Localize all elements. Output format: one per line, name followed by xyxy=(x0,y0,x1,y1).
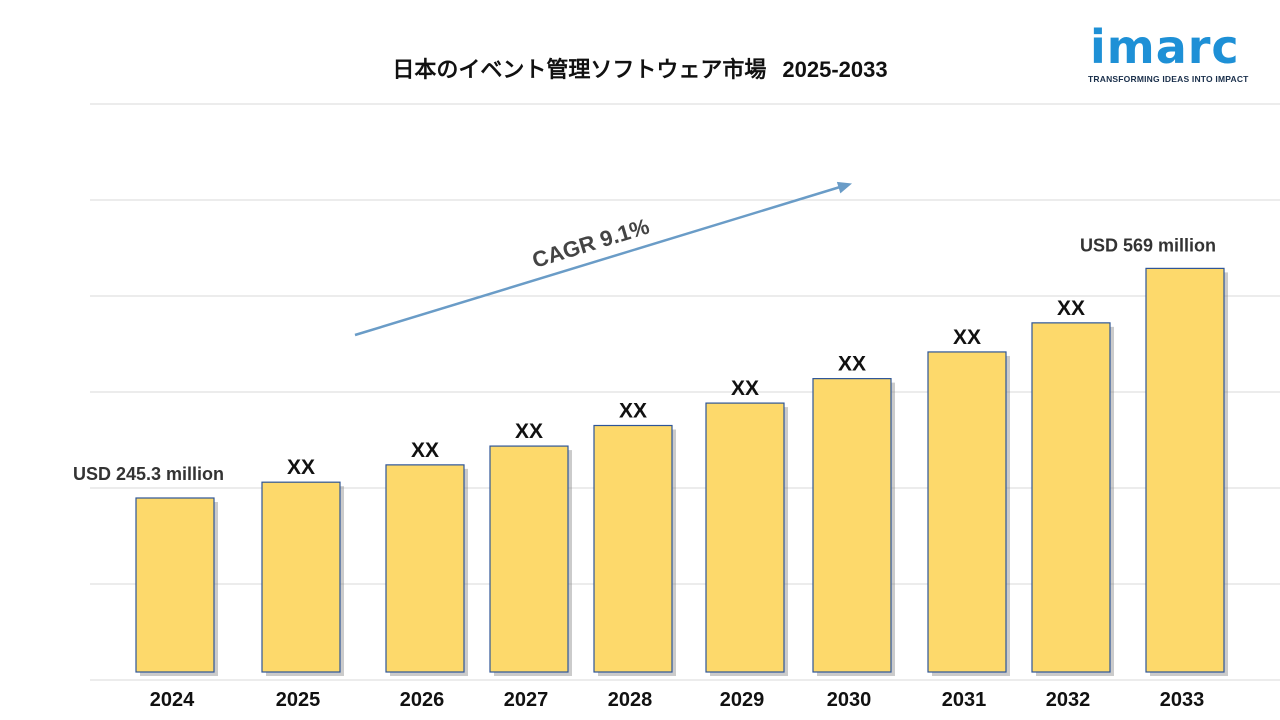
x-axis-ticks: 2024 2025 2026 2027 2028 2029 2030 2031 2032 2033 xyxy=(150,689,1205,711)
bar-2027 xyxy=(489,445,569,673)
bar-2026 xyxy=(385,464,465,673)
bar-2033 xyxy=(1145,267,1225,673)
cagr-annotation: CAGR 9.1% xyxy=(354,181,852,337)
tick-2032: 2032 xyxy=(1046,689,1091,711)
tick-2027: 2027 xyxy=(504,689,549,711)
chart-title-years: 2025-2033 xyxy=(782,57,888,82)
chart-title-text: 日本のイベント管理ソフトウェア市場 xyxy=(392,57,767,82)
bar-label-2027: XX xyxy=(515,420,543,443)
tick-2033: 2033 xyxy=(1160,689,1205,711)
bar-label-2031: XX xyxy=(953,326,981,349)
bar-label-2028: XX xyxy=(619,400,647,423)
cagr-arrow xyxy=(354,185,841,337)
bar-label-2029: XX xyxy=(731,377,759,400)
logo-tagline: TRANSFORMING IDEAS INTO IMPACT xyxy=(1088,74,1249,84)
end-value-label: USD 569 million xyxy=(1080,235,1216,255)
chart-title: 日本のイベント管理ソフトウェア市場 2025-2033 xyxy=(0,52,1280,84)
tick-2030: 2030 xyxy=(827,689,872,711)
bar-2025 xyxy=(261,481,341,673)
bar-2031 xyxy=(927,351,1007,673)
bar-label-2032: XX xyxy=(1057,297,1085,320)
bar-2024 xyxy=(135,497,215,673)
bar-2029 xyxy=(705,402,785,673)
bar-2030 xyxy=(812,378,892,673)
cagr-arrowhead xyxy=(836,181,852,194)
bar-value-labels: XX XX XX XX XX XX XX XX xyxy=(287,297,1085,479)
bars xyxy=(135,267,1228,676)
tick-2031: 2031 xyxy=(942,689,987,711)
tick-2029: 2029 xyxy=(720,689,765,711)
bar-2028 xyxy=(593,424,673,673)
tick-2026: 2026 xyxy=(400,689,445,711)
logo-wordmark: imarc xyxy=(1090,20,1240,74)
tick-2028: 2028 xyxy=(608,689,653,711)
start-value-label: USD 245.3 million xyxy=(73,464,224,484)
imarc-logo: imarc TRANSFORMING IDEAS INTO IMPACT xyxy=(1088,22,1264,84)
bar-2032 xyxy=(1031,322,1111,673)
bar-label-2025: XX xyxy=(287,456,315,479)
bar-label-2026: XX xyxy=(411,439,439,462)
bar-label-2030: XX xyxy=(838,353,866,376)
tick-2025: 2025 xyxy=(276,689,321,711)
tick-2024: 2024 xyxy=(150,689,195,711)
